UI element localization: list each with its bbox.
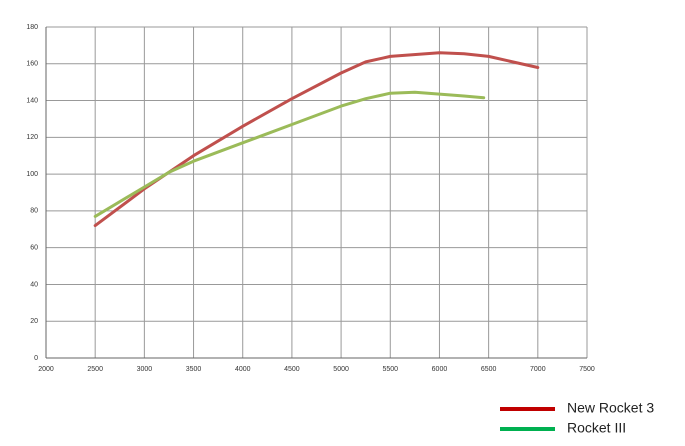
y-tick-label: 120 xyxy=(26,134,38,141)
y-tick-label: 140 xyxy=(26,97,38,104)
x-tick-label: 5500 xyxy=(382,366,398,373)
y-tick-label: 40 xyxy=(30,281,38,288)
legend-label: New Rocket 3 xyxy=(567,400,654,416)
x-tick-label: 5000 xyxy=(333,366,349,373)
x-tick-label: 2500 xyxy=(87,366,103,373)
x-tick-label: 7500 xyxy=(579,366,595,373)
y-tick-label: 60 xyxy=(30,245,38,252)
x-tick-label: 2000 xyxy=(38,366,54,373)
x-tick-label: 7000 xyxy=(530,366,546,373)
y-tick-label: 20 xyxy=(30,318,38,325)
legend-label: Rocket III xyxy=(567,420,626,436)
x-tick-label: 6000 xyxy=(432,366,448,373)
series-line xyxy=(93,51,540,228)
x-tick-label: 6500 xyxy=(481,366,497,373)
x-tick-label: 3000 xyxy=(137,366,153,373)
x-tick-label: 4500 xyxy=(284,366,300,373)
x-tick-label: 4000 xyxy=(235,366,251,373)
y-tick-label: 0 xyxy=(34,355,38,362)
x-tick-label: 3500 xyxy=(186,366,202,373)
y-tick-label: 180 xyxy=(26,24,38,31)
series-line xyxy=(93,90,486,218)
y-tick-label: 100 xyxy=(26,171,38,178)
y-tick-label: 80 xyxy=(30,208,38,215)
y-tick-label: 160 xyxy=(26,61,38,68)
